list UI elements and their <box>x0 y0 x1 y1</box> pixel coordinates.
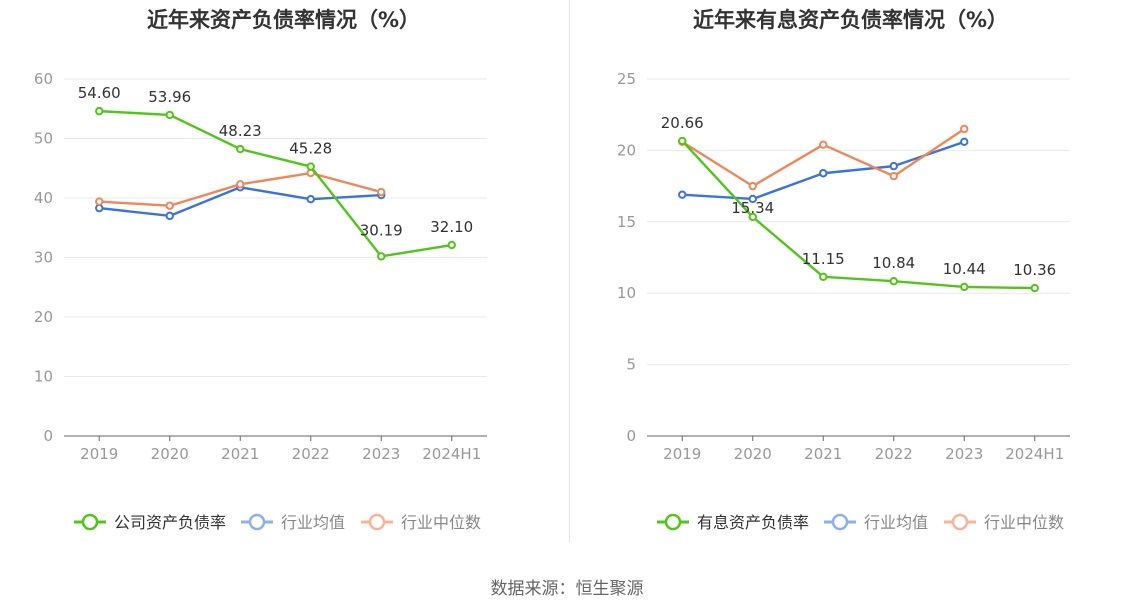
data-label: 48.23 <box>219 122 262 140</box>
legend-marker <box>81 513 99 531</box>
data-label: 54.60 <box>78 84 121 102</box>
data-point <box>165 201 174 210</box>
data-point <box>678 136 687 146</box>
data-label: 10.84 <box>872 254 915 272</box>
chart-title-right: 近年来有息资产负债率情况（%） <box>692 8 1009 32</box>
x-tick-label: 2024H1 <box>1005 445 1064 463</box>
data-label: 10.44 <box>943 260 986 278</box>
series-line <box>681 140 1035 290</box>
data-point <box>95 197 104 206</box>
x-tick-label: 2021 <box>804 445 842 463</box>
data-point <box>95 203 104 213</box>
data-point <box>748 181 757 191</box>
data-point <box>748 212 757 222</box>
y-tick-label: 10 <box>617 284 636 302</box>
data-point <box>819 272 828 281</box>
data-label: 15.34 <box>731 199 774 217</box>
x-tick-label: 2019 <box>663 445 701 463</box>
data-point <box>306 162 315 171</box>
data-point <box>95 106 104 116</box>
data-point <box>889 161 898 171</box>
data-point <box>960 282 969 292</box>
data-point <box>306 194 315 204</box>
data-source-note: 数据来源：恒生聚源 <box>490 579 644 599</box>
x-tick-label: 2021 <box>221 445 259 463</box>
y-tick-label: 50 <box>34 130 53 148</box>
data-point <box>377 187 386 197</box>
data-point <box>377 252 386 261</box>
data-label: 45.28 <box>289 140 332 158</box>
chart-svg-left: 0 10 20 30 40 50 60 2019 2020 2021 2022 2023 2024H1 5… <box>34 70 487 532</box>
data-label: 10.36 <box>1013 261 1056 279</box>
legend-label: 行业中位数 <box>984 513 1064 532</box>
legend-label: 行业均值 <box>281 513 345 532</box>
data-point <box>819 140 828 149</box>
legend-marker <box>951 513 969 531</box>
data-point <box>889 277 898 286</box>
series-line <box>681 127 965 188</box>
x-tick-label: 2020 <box>151 445 189 463</box>
x-tick-label: 2022 <box>875 445 913 463</box>
series-line <box>99 109 452 258</box>
x-tick-label: 2019 <box>80 445 118 463</box>
data-label: 32.10 <box>430 218 473 236</box>
data-point <box>236 144 245 154</box>
legend-marker <box>664 513 682 531</box>
chart-svg-right: 0 5 10 15 20 25 2019 2020 2021 2022 2023 2024H1 20.6… <box>617 70 1070 532</box>
y-tick-label: 10 <box>34 368 53 386</box>
y-tick-label: 40 <box>34 189 53 207</box>
data-point <box>678 190 687 199</box>
panel-divider <box>569 0 570 542</box>
data-label: 30.19 <box>360 221 403 239</box>
x-tick-label: 2023 <box>945 445 983 463</box>
y-tick-label: 60 <box>34 70 53 88</box>
data-point <box>960 137 969 147</box>
data-label: 53.96 <box>148 88 191 106</box>
chart-title-left: 近年来资产负债率情况（%） <box>146 8 421 32</box>
legend-label: 公司资产负债率 <box>114 513 226 532</box>
chart-panel-left: 近年来资产负债率情况（%） 0 10 20 30 40 50 60 2019 2020 2021 2… <box>0 0 567 560</box>
legend-label: 行业均值 <box>864 513 928 532</box>
legend-label: 有息资产负债率 <box>697 513 809 532</box>
legend-marker <box>248 513 266 531</box>
x-tick-label: 2023 <box>362 445 400 463</box>
y-tick-label: 0 <box>43 427 53 445</box>
x-tick-label: 2022 <box>292 445 330 463</box>
legend-marker <box>368 513 386 531</box>
data-point <box>748 194 757 204</box>
x-tick-label: 2024H1 <box>422 445 481 463</box>
chart-panel-right: 近年来有息资产负债率情况（%） 0 5 10 15 20 25 2019 2020 2021 20… <box>567 0 1134 560</box>
data-point <box>236 180 245 189</box>
data-label: 20.66 <box>661 114 704 132</box>
y-tick-label: 20 <box>34 308 53 326</box>
data-point <box>960 124 969 134</box>
x-tick-label: 2020 <box>734 445 772 463</box>
y-tick-label: 5 <box>626 356 636 374</box>
data-point <box>889 171 898 181</box>
y-tick-label: 30 <box>34 249 53 267</box>
y-tick-label: 15 <box>617 213 636 231</box>
data-point <box>1030 283 1039 293</box>
data-point <box>819 169 828 178</box>
data-point <box>447 240 456 250</box>
legend-label: 行业中位数 <box>401 513 481 532</box>
data-label: 11.15 <box>802 250 845 268</box>
data-point <box>165 211 174 221</box>
y-tick-label: 0 <box>626 427 636 445</box>
legend-marker <box>831 513 849 531</box>
data-point <box>165 110 174 120</box>
y-tick-label: 25 <box>617 70 636 88</box>
y-tick-label: 20 <box>617 141 636 159</box>
